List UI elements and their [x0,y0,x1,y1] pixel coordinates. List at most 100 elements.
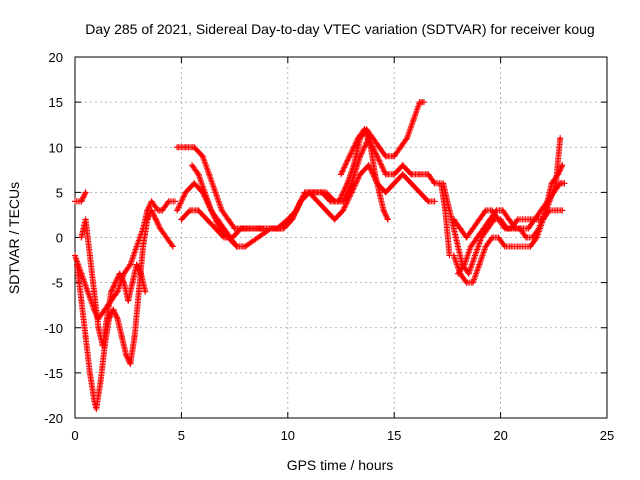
data-point [206,171,213,178]
y-tick-label: -20 [44,411,63,426]
data-point [550,189,557,196]
data-point [457,225,464,232]
data-point [189,162,196,169]
data-point [186,207,193,214]
data-point [272,225,279,232]
data-point [425,171,432,178]
data-point [455,270,462,277]
data-point [527,243,534,250]
data-point [523,234,530,241]
data-point [340,207,347,214]
data-point [391,180,398,187]
data-point [174,144,181,151]
data-point [331,198,338,205]
data-point [489,234,496,241]
x-tick-label: 10 [281,428,295,443]
data-point [391,153,398,160]
data-point [465,270,472,277]
data-point [391,171,398,178]
data-points [72,99,568,412]
data-point [74,261,81,268]
data-point [514,216,521,223]
series-track-7 [178,162,438,241]
x-axis-label: GPS time / hours [287,457,394,473]
data-point [242,243,249,250]
data-point [157,225,164,232]
data-point [382,153,389,160]
data-point [120,279,127,286]
data-point [227,234,234,241]
data-point [314,189,321,196]
data-point [518,225,525,232]
x-tick-label: 0 [71,428,78,443]
y-tick-labels: -20 -15 -10 -5 0 5 10 15 20 [44,50,63,426]
data-point [425,198,432,205]
data-point [408,171,415,178]
y-axis-label: SDTVAR / TECUs [6,182,22,294]
data-point [431,180,438,187]
data-point [348,180,355,187]
y-tick-label: 0 [56,231,63,246]
data-point [331,216,338,223]
data-point [348,189,355,196]
data-point [552,207,559,214]
series-track-4 [72,189,89,205]
data-point [112,279,119,286]
data-point [142,288,149,295]
data-point [220,225,227,232]
data-point [218,207,225,214]
x-tick-label: 20 [493,428,507,443]
data-point [82,216,89,223]
data-point [384,216,391,223]
data-point [289,216,296,223]
data-point [195,171,202,178]
data-point [201,189,208,196]
data-point [323,189,330,196]
data-point [408,180,415,187]
data-point [472,252,479,259]
grid-lines [75,57,607,418]
data-point [506,216,513,223]
data-point [323,207,330,214]
data-point [297,198,304,205]
data-point [493,207,500,214]
data-point [178,216,185,223]
data-point [531,216,538,223]
data-point [546,207,553,214]
data-point [314,198,321,205]
data-point [95,324,102,331]
data-point [382,171,389,178]
y-tick-label: -10 [44,321,63,336]
axis-ticks [74,56,608,419]
data-point [135,288,142,295]
data-point [129,279,136,286]
data-point [91,288,98,295]
data-point [467,243,474,250]
data-point [148,207,155,214]
data-point [399,171,406,178]
data-point [182,189,189,196]
data-point [376,144,383,151]
data-point [255,234,262,241]
data-point [263,225,270,232]
data-point [557,135,564,142]
data-point [469,279,476,286]
data-point [86,369,93,376]
data-point [357,153,364,160]
data-point [220,234,227,241]
y-tick-label: 15 [49,95,63,110]
data-point [533,234,540,241]
data-point [125,297,132,304]
data-point [367,144,374,151]
data-point [110,306,117,313]
data-point [137,270,144,277]
data-point [127,261,134,268]
data-point [461,261,468,268]
x-tick-label: 5 [178,428,185,443]
series-track-8 [189,162,240,250]
series-track-3 [78,216,149,349]
data-point [108,288,115,295]
data-point [476,261,483,268]
data-point [99,342,106,349]
data-point [420,99,427,106]
